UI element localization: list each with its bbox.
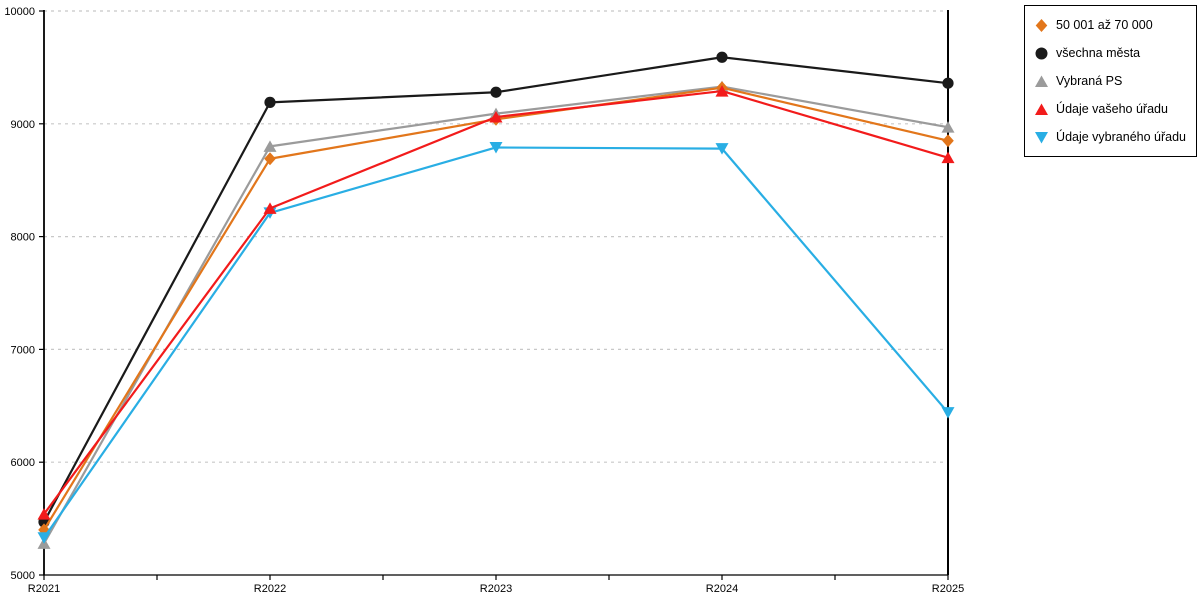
x-tick-label: R2025 xyxy=(932,583,964,595)
legend-marker-shape xyxy=(1035,75,1049,87)
data-point-marker xyxy=(490,86,502,98)
legend-item: 50 001 až 70 000 xyxy=(1034,15,1186,35)
series-line-2 xyxy=(42,85,950,545)
x-tick-label: R2022 xyxy=(254,583,286,595)
y-tick-label: 8000 xyxy=(11,232,35,244)
legend-item: všechna města xyxy=(1034,43,1186,63)
data-point-marker xyxy=(715,143,729,155)
y-tick-label: 7000 xyxy=(11,344,35,356)
data-point-marker xyxy=(37,532,51,544)
data-point-marker xyxy=(489,141,503,154)
legend-marker-shape xyxy=(1035,103,1049,115)
data-point-marker xyxy=(715,85,729,97)
data-point-marker xyxy=(942,77,954,89)
y-tick-label: 9000 xyxy=(11,119,35,131)
data-point-marker xyxy=(941,407,955,419)
x-tick-label: R2024 xyxy=(706,583,738,595)
circle-legend-icon xyxy=(1035,47,1048,59)
legend-marker-shape xyxy=(1035,18,1048,32)
data-point-marker xyxy=(716,51,728,63)
data-point-marker xyxy=(941,151,955,164)
series-line-4 xyxy=(42,146,950,539)
y-tick-label: 6000 xyxy=(11,457,35,469)
data-point-marker xyxy=(941,121,955,133)
series-line-3 xyxy=(42,89,950,516)
y-tick-label: 10000 xyxy=(4,6,35,18)
data-point-marker xyxy=(263,140,277,152)
data-point-marker xyxy=(264,96,276,108)
data-point-marker xyxy=(264,152,276,166)
data-point-marker xyxy=(489,111,503,123)
legend-item: Údaje vašeho úřadu xyxy=(1034,99,1186,119)
legend-label: Údaje vybraného úřadu xyxy=(1056,129,1186,144)
legend-label: všechna města xyxy=(1056,45,1141,60)
data-point-marker xyxy=(942,134,954,148)
legend-marker-shape xyxy=(1035,131,1049,143)
legend: 50 001 až 70 000 všechna města Vybraná PS Ú… xyxy=(1024,5,1197,157)
data-point-marker xyxy=(37,508,51,520)
legend-label: 50 001 až 70 000 xyxy=(1056,17,1153,32)
x-tick-label: R2021 xyxy=(28,583,60,595)
legend-label: Vybraná PS xyxy=(1056,73,1123,88)
y-tick-label: 5000 xyxy=(11,570,35,582)
triangle-down-legend-icon xyxy=(1035,131,1049,143)
triangle-up-legend-icon xyxy=(1035,75,1049,87)
diamond-legend-icon xyxy=(1035,18,1048,32)
data-point-marker xyxy=(263,202,277,214)
series-line-0 xyxy=(42,86,950,531)
legend-item: Údaje vybraného úřadu xyxy=(1034,127,1186,147)
x-tick-label: R2023 xyxy=(480,583,512,595)
series-line-1 xyxy=(42,56,950,524)
legend-label: Údaje vašeho úřadu xyxy=(1056,101,1168,116)
legend-item: Vybraná PS xyxy=(1034,71,1186,91)
legend-marker-shape xyxy=(1035,47,1048,59)
triangle-up-legend-icon xyxy=(1035,103,1049,115)
